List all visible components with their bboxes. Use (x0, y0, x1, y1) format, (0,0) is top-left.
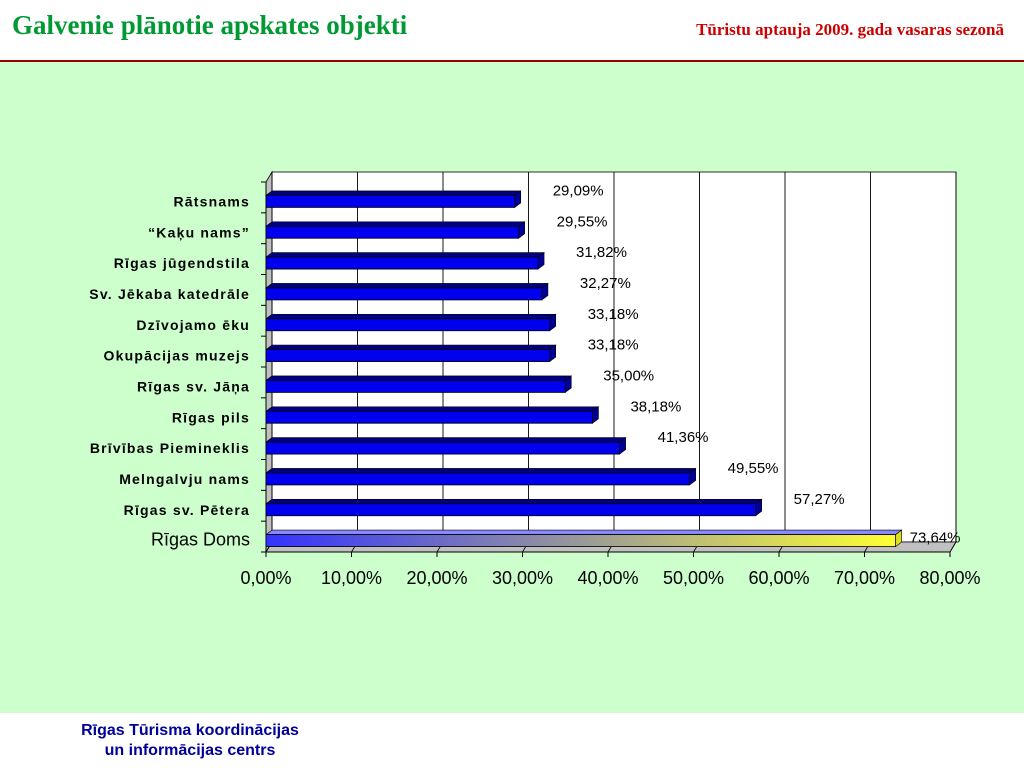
bar-front (265, 380, 566, 393)
page-subtitle: Tūristu aptauja 2009. gada vasaras sezon… (696, 20, 1004, 39)
x-tick-label: 70,00% (834, 568, 895, 588)
x-tick-label: 0,00% (240, 568, 291, 588)
x-tick-label: 30,00% (492, 568, 553, 588)
bar-top (265, 313, 557, 320)
bar (265, 313, 557, 332)
x-tick-label: 10,00% (321, 568, 382, 588)
category-label: Dzīvojamo ēku (136, 317, 250, 333)
data-label: 57,27% (794, 491, 845, 508)
bar-front (265, 503, 757, 517)
data-label: 31,82% (576, 244, 627, 261)
bar-top (265, 252, 545, 258)
data-label: 49,55% (728, 460, 779, 477)
x-tick-label: 40,00% (577, 568, 638, 588)
category-label: Rīgas sv. Pētera (124, 502, 250, 518)
bar-top (265, 283, 549, 289)
bar-top (265, 344, 557, 350)
data-label: 33,18% (588, 337, 639, 354)
category-label: Rīgas jūgendstila (114, 255, 250, 271)
slide-header: Galvenie plānotie apskates objekti Tūris… (0, 0, 1024, 60)
page-title: Galvenie plānotie apskates objekti (12, 10, 408, 40)
category-label: Rīgas pils (172, 409, 250, 425)
bar (265, 498, 763, 517)
bar (265, 344, 557, 363)
data-label: 33,18% (588, 306, 639, 323)
bar-top (265, 468, 697, 474)
bar (265, 375, 573, 394)
category-label: Sv. Jēkaba katedrāle (89, 286, 250, 302)
category-labels: Rātsnams “Kaķu nams” Rīgas jūgendstila Sv. … (89, 193, 250, 549)
category-label: Okupācijas muzejs (104, 348, 250, 364)
chart-axes (261, 181, 951, 557)
data-labels: 29,09% 29,55% 31,82% 32,27% 33,18% 33,18% 35,0… (553, 182, 961, 546)
data-label: 29,55% (557, 213, 608, 230)
bar-front (265, 534, 897, 547)
x-tick-label: 50,00% (663, 568, 724, 588)
data-label: 38,18% (630, 398, 681, 415)
bar-front (265, 256, 539, 270)
data-label: 73,64% (910, 530, 961, 547)
category-label: Rātsnams (173, 193, 250, 209)
bar (265, 251, 545, 270)
data-label: 32,27% (580, 275, 631, 292)
bar-front (265, 349, 551, 362)
category-label: Melngalvju nams (119, 471, 250, 487)
bar (265, 282, 549, 301)
x-tick-label: 80,00% (919, 568, 980, 588)
x-tick-label: 20,00% (406, 568, 467, 588)
bar-chart: Rātsnams “Kaķu nams” Rīgas jūgendstila Sv. … (89, 170, 981, 588)
x-tick-label: 60,00% (748, 568, 809, 588)
bar-top (265, 529, 903, 535)
category-label: Rīgas Doms (151, 530, 250, 550)
bar-top (265, 406, 600, 412)
bar-top (265, 375, 573, 381)
slide-footer: Rīgas Tūrisma koordinācijas un informāci… (0, 713, 1024, 768)
category-label: “Kaķu nams” (148, 224, 250, 240)
bar-top (265, 437, 627, 443)
bar (265, 436, 627, 455)
x-tick-labels: 0,00% 10,00% 20,00% 30,00% 40,00% 50,00% 60,00… (240, 568, 980, 588)
bar-front (265, 287, 543, 301)
chart-area: Rātsnams “Kaķu nams” Rīgas jūgendstila Sv. … (0, 62, 1024, 713)
bar-top (265, 498, 763, 505)
bar-front (265, 472, 691, 486)
bar-front (265, 318, 551, 332)
bar-front (265, 225, 520, 239)
bar (265, 190, 522, 209)
data-label: 41,36% (658, 429, 709, 446)
bar-top (265, 221, 526, 227)
footer-line-2: un informācijas centrs (104, 742, 276, 759)
category-label: Rīgas sv. Jāņa (137, 378, 250, 394)
bar-top (265, 190, 522, 196)
floor-gridline (949, 541, 957, 553)
bar-front (265, 195, 516, 208)
bar-front (265, 441, 621, 455)
bar (265, 529, 903, 548)
footer-line-1: Rīgas Tūrisma koordinācijas (81, 722, 299, 739)
bar-front (265, 410, 593, 424)
data-label: 29,09% (553, 182, 604, 199)
footer-organization: Rīgas Tūrisma koordinācijas un informāci… (40, 721, 340, 761)
bar (265, 467, 697, 486)
header-divider (0, 60, 1024, 62)
bar (265, 406, 600, 424)
category-label: Brīvības Piemineklis (90, 440, 250, 456)
bar (265, 221, 526, 239)
chart-bars (265, 190, 903, 548)
data-label: 35,00% (603, 367, 654, 384)
